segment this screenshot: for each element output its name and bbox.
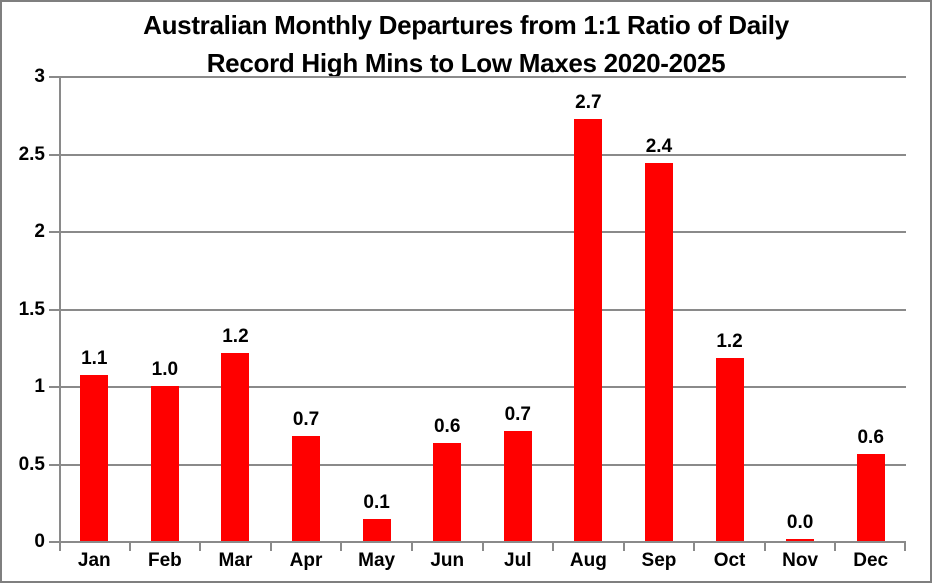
bar-may	[362, 519, 391, 541]
x-axis-line	[49, 541, 906, 543]
bar-value-label-sep: 2.4	[645, 136, 673, 157]
x-tick	[340, 543, 342, 551]
x-tick	[411, 543, 413, 551]
x-axis-label-mar: Mar	[218, 550, 253, 571]
bar-apr	[292, 436, 321, 541]
x-tick	[270, 543, 272, 551]
gridline	[59, 308, 906, 311]
x-tick	[129, 543, 131, 551]
x-axis-label-jun: Jun	[430, 550, 465, 571]
y-tick-label: 1	[34, 376, 45, 397]
x-tick	[764, 543, 766, 551]
gridline	[59, 231, 906, 233]
bar-mar	[221, 353, 250, 541]
bar-sep	[644, 163, 673, 541]
bar-nov	[786, 539, 815, 541]
bar-dec	[856, 454, 885, 541]
y-tick	[49, 231, 59, 233]
y-tick-label: 1.5	[18, 298, 45, 320]
y-tick-label: 3	[34, 66, 45, 87]
bar-value-label-nov: 0.0	[786, 512, 814, 533]
bar-jun	[433, 443, 462, 541]
y-tick-label: 2	[34, 221, 45, 242]
x-axis-label-sep: Sep	[641, 550, 677, 571]
x-axis-label-jan: Jan	[77, 550, 111, 571]
y-tick	[49, 153, 59, 156]
bar-value-label-dec: 0.6	[857, 427, 884, 448]
x-tick	[482, 543, 484, 551]
bar-value-label-jun: 0.6	[433, 416, 461, 437]
x-axis-label-feb: Feb	[147, 550, 182, 571]
x-axis-label-apr: Apr	[289, 550, 323, 571]
x-axis-label-dec: Dec	[853, 550, 889, 571]
bar-value-label-mar: 1.2	[222, 326, 249, 347]
gridline	[59, 76, 906, 78]
x-axis-label-oct: Oct	[713, 550, 746, 571]
y-tick	[49, 308, 59, 311]
y-tick-label: 2.5	[18, 143, 45, 165]
y-axis-line	[59, 76, 61, 541]
bar-jan	[80, 375, 109, 541]
bar-feb	[150, 386, 179, 541]
y-tick	[49, 386, 59, 388]
gridline	[59, 153, 906, 156]
bar-value-label-oct: 1.2	[716, 331, 743, 352]
bar-value-label-aug: 2.7	[575, 92, 602, 113]
y-tick	[49, 76, 59, 78]
x-tick	[59, 543, 61, 551]
x-tick	[199, 543, 201, 551]
x-tick	[552, 543, 554, 551]
x-axis-label-may: May	[358, 550, 396, 571]
bar-value-label-apr: 0.7	[292, 409, 320, 430]
chart-title-line-1: Australian Monthly Departures from 1:1 R…	[143, 10, 789, 40]
y-tick-label: 0	[34, 531, 45, 552]
x-axis-label-jul: Jul	[504, 550, 532, 571]
bar-value-label-jan: 1.1	[81, 348, 108, 369]
bar-value-label-may: 0.1	[363, 492, 390, 513]
bar-value-label-jul: 0.7	[504, 404, 531, 425]
bar-jul	[503, 431, 532, 541]
x-tick	[904, 543, 906, 551]
chart-title: Australian Monthly Departures from 1:1 R…	[2, 6, 930, 82]
x-axis-label-nov: Nov	[782, 550, 819, 571]
plot-area: 0 0.5 1 1.5 2 2.5 3 1.1 Jan 1.0 Feb 1.2 Mar 0.7 Apr 0.1…	[19, 66, 906, 571]
x-axis-label-aug: Aug	[569, 550, 607, 571]
y-tick	[49, 463, 59, 466]
x-tick	[623, 543, 625, 551]
y-tick-label: 0.5	[18, 453, 45, 475]
bar-aug	[574, 119, 603, 541]
chart-title-line-2: Record High Mins to Low Maxes 2020-2025	[206, 48, 726, 78]
bar-value-label-feb: 1.0	[151, 359, 179, 380]
bar-oct	[715, 358, 744, 541]
x-tick	[834, 543, 836, 551]
x-tick	[693, 543, 695, 551]
gridline	[59, 386, 906, 388]
gridline	[59, 463, 906, 466]
